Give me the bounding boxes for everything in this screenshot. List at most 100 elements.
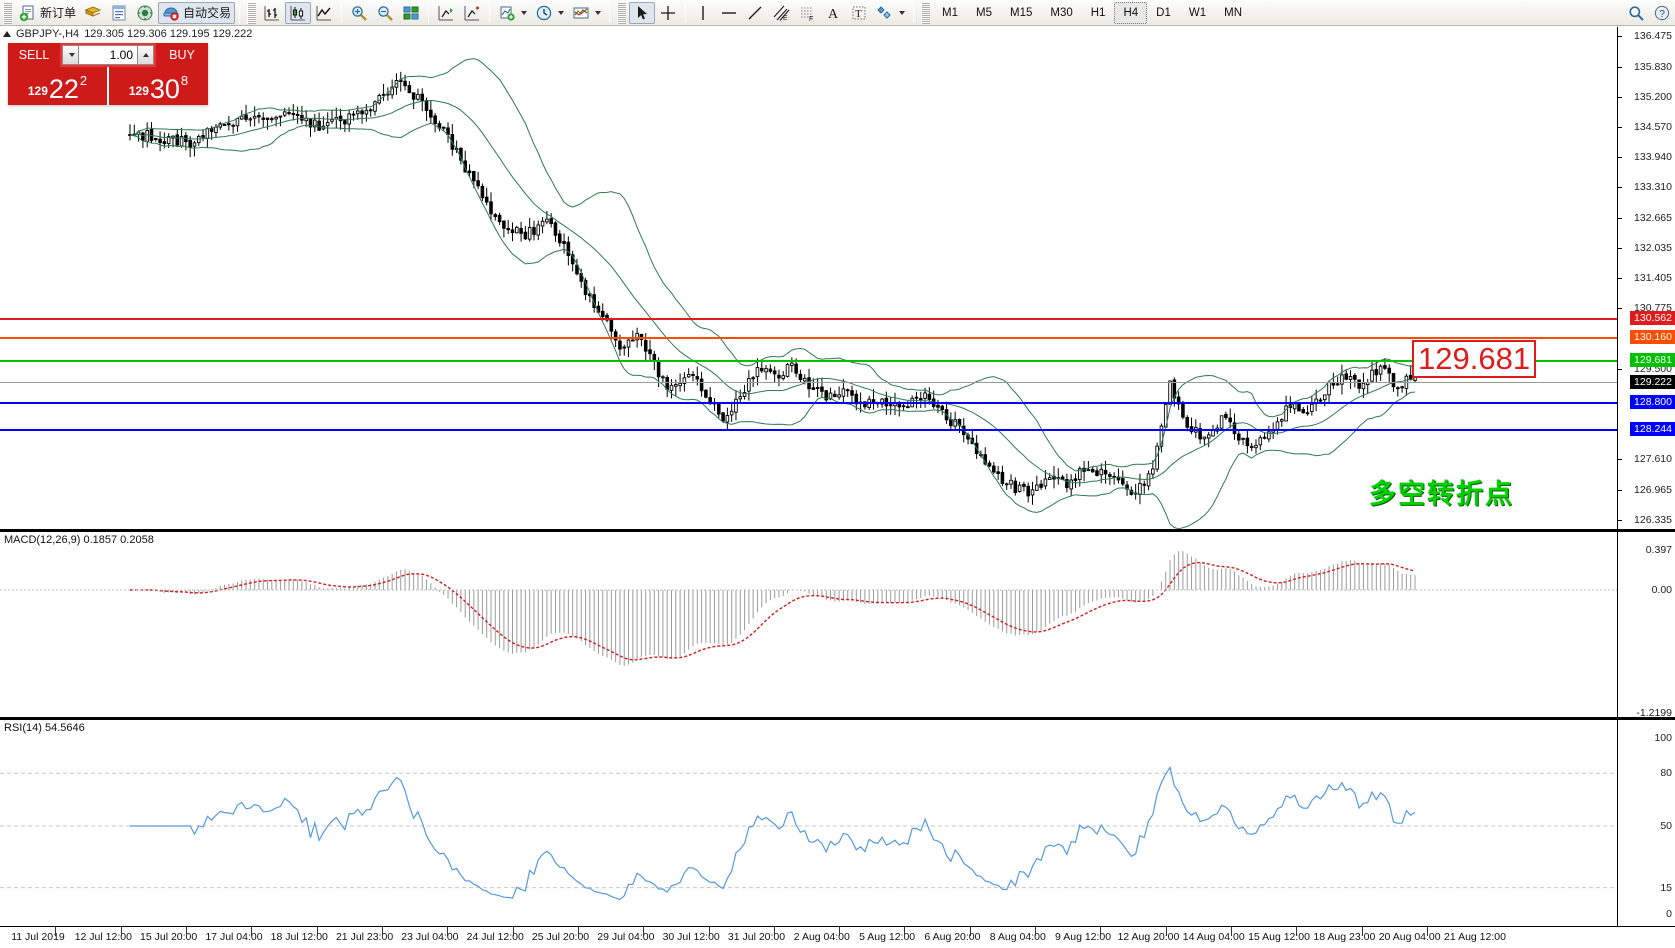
templates-dropdown-caret[interactable]	[595, 10, 602, 15]
level-line-resistance-upper[interactable]	[0, 317, 1617, 320]
pane-divider-1[interactable]	[0, 529, 1675, 532]
price-tick: 134.570	[1634, 120, 1672, 133]
equidistant-channel-button[interactable]: E	[768, 2, 794, 24]
level-line-support-upper[interactable]	[0, 402, 1617, 404]
timeframe-w1[interactable]: W1	[1188, 6, 1207, 19]
navigator-icon	[137, 5, 153, 20]
search-button[interactable]	[1623, 2, 1649, 24]
price-tickmark	[1618, 35, 1622, 37]
new-order-icon	[19, 5, 34, 21]
bar-chart-button[interactable]	[259, 2, 285, 24]
period-button[interactable]	[531, 2, 568, 24]
symbol-ohlc: 129.305 129.306 129.195 129.222	[84, 27, 253, 40]
toolbar-grip[interactable]	[3, 1, 12, 24]
buy-button[interactable]: BUY	[156, 43, 208, 67]
level-line-support-lower[interactable]	[0, 428, 1617, 431]
volume-input[interactable]: 1.00	[79, 45, 137, 65]
level-line-last-price[interactable]	[0, 381, 1617, 383]
timeframe-d1[interactable]: D1	[1156, 6, 1171, 19]
timeframe-m1[interactable]: M1	[942, 6, 959, 19]
chart-annotation[interactable]: 多空转折点	[1369, 479, 1514, 509]
period-dropdown-caret[interactable]	[558, 10, 565, 15]
level-line-pivot[interactable]	[0, 359, 1617, 362]
volume-control: 1.00	[60, 43, 156, 67]
text-button[interactable]: A	[820, 2, 846, 24]
level-tag-support-upper[interactable]: 128.800	[1630, 395, 1675, 409]
svg-text:T: T	[855, 8, 862, 20]
pane-divider-2[interactable]	[0, 717, 1675, 720]
timeframe-m15[interactable]: M15	[1010, 6, 1033, 19]
time-separator	[120, 927, 122, 936]
zoom-out-button[interactable]	[372, 2, 398, 24]
level-tag-last-price[interactable]: 129.222	[1630, 374, 1675, 389]
price-axis[interactable]: 136.475 135.830 135.200 134.570 133.940 133.3…	[1617, 27, 1675, 529]
chart-shift-icon	[438, 5, 454, 20]
vertical-line-button[interactable]	[690, 2, 716, 24]
volume-increase-button[interactable]	[137, 45, 154, 65]
timeframe-m30[interactable]: M30	[1050, 6, 1073, 19]
templates-button[interactable]	[80, 2, 106, 24]
auto-trading-button[interactable]: 自动交易	[158, 1, 236, 24]
data-window-button[interactable]	[106, 2, 132, 24]
navigator-button[interactable]	[132, 2, 158, 24]
chart-shift-button[interactable]	[433, 2, 459, 24]
timeframe-m5[interactable]: M5	[976, 6, 992, 19]
time-label: 8 Aug 04:00	[989, 931, 1046, 943]
toolbar-grip-2[interactable]	[247, 1, 257, 24]
search-icon	[1629, 5, 1644, 21]
text-label-button[interactable]: T	[846, 2, 872, 24]
tile-windows-button[interactable]	[398, 2, 424, 24]
indicators-button[interactable]	[494, 2, 531, 24]
templates-menu-button[interactable]	[568, 2, 605, 24]
line-chart-button[interactable]	[311, 2, 337, 24]
sell-price-big: 22	[48, 74, 79, 104]
trendline-button[interactable]	[742, 2, 768, 24]
timeframe-h4[interactable]: H4	[1114, 1, 1148, 24]
price-tick: 130.775	[1634, 301, 1672, 314]
main-toolbar: 新订单	[0, 0, 1675, 26]
sell-button[interactable]: SELL	[8, 43, 60, 67]
level-tag-resistance-upper[interactable]: 130.562	[1630, 310, 1675, 325]
cursor-button[interactable]	[629, 1, 656, 24]
time-axis[interactable]: 11 Jul 2019 12 Jul 12:00 15 Jul 20:00 17 Ju…	[0, 926, 1675, 948]
level-tag-pivot[interactable]: 129.681	[1630, 352, 1675, 367]
sell-price-display[interactable]: 129 22 2	[8, 67, 107, 105]
time-label: 24 Jul 12:00	[466, 931, 524, 943]
bb-upper	[129, 58, 1416, 472]
crosshair-button[interactable]	[655, 2, 681, 24]
level-tag-resistance-lower[interactable]: 130.160	[1630, 330, 1675, 345]
level-tag-support-lower[interactable]: 128.244	[1630, 421, 1675, 436]
shapes-dropdown-caret[interactable]	[899, 10, 906, 15]
shapes-button[interactable]	[872, 2, 909, 24]
price-tick: 135.830	[1634, 60, 1672, 73]
auto-trading-icon	[163, 7, 179, 21]
horizontal-line-button[interactable]	[716, 2, 742, 24]
toolbar-grip-4[interactable]	[921, 1, 931, 24]
toolbar-grip-3[interactable]	[617, 1, 627, 24]
candlestick-chart-button[interactable]	[285, 1, 312, 24]
macd-pane[interactable]: 0.397 0.00 -1.2199 MACD(12,26,9) 0.1857 0.…	[0, 532, 1675, 719]
time-label: 23 Jul 04:00	[401, 931, 459, 943]
timeframe-h1[interactable]: H1	[1090, 6, 1106, 19]
buy-price-display[interactable]: 129 30 8	[107, 67, 208, 105]
timeframe-mn[interactable]: MN	[1224, 6, 1242, 19]
rsi-pane[interactable]: 100 80 50 15 0 RSI(14) 54.5646	[0, 720, 1675, 926]
volume-dropdown-button[interactable]	[62, 45, 79, 65]
level-line-resistance-lower[interactable]	[0, 337, 1617, 340]
toolbar-separator-6	[685, 2, 687, 23]
rsi-tick: 0	[1666, 908, 1672, 920]
price-chart-pane[interactable]: 136.475 135.830 135.200 134.570 133.940 133.3…	[0, 27, 1675, 529]
time-separator	[512, 927, 514, 936]
price-callout[interactable]: 129.681	[1412, 339, 1537, 378]
indicators-dropdown-caret[interactable]	[521, 10, 528, 15]
price-tickmark	[1618, 66, 1622, 68]
new-order-button[interactable]: 新订单	[15, 2, 80, 24]
auto-scroll-button[interactable]	[459, 2, 485, 24]
candlestick-chart-icon	[290, 5, 306, 20]
cursor-icon	[638, 5, 648, 19]
collapse-triangle-icon[interactable]	[3, 30, 11, 37]
fibonacci-button[interactable]: F	[794, 2, 820, 24]
price-tickmark	[1618, 368, 1622, 370]
help-button[interactable]: ?	[1649, 2, 1675, 24]
zoom-in-button[interactable]	[346, 2, 372, 24]
